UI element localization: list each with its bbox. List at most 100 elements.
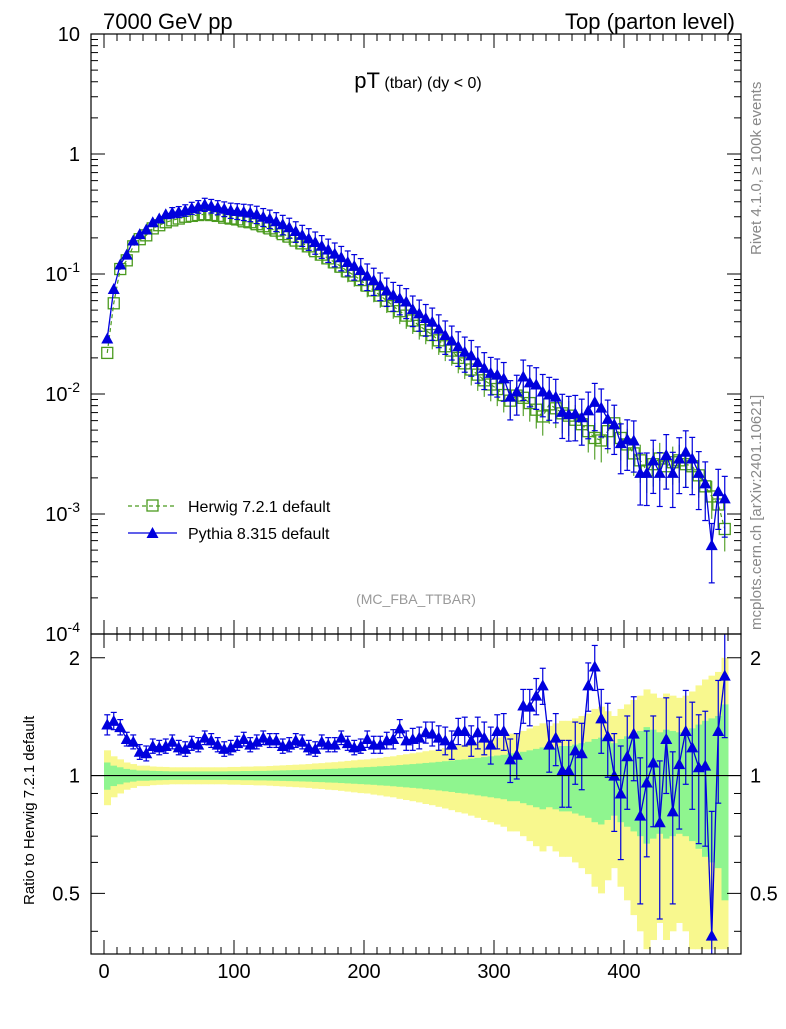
- pythia-point: [270, 215, 283, 227]
- pythia-point: [452, 340, 465, 352]
- ratio-point: [426, 727, 439, 739]
- pythia-point: [679, 445, 692, 457]
- ratio-band-green: [487, 756, 495, 798]
- pythia-point: [107, 282, 120, 294]
- ratio-y-tick-label-right: 2: [750, 648, 761, 670]
- ratio-point: [374, 738, 387, 750]
- pythia-point: [361, 269, 374, 281]
- pythia-point: [595, 401, 608, 413]
- pythia-point: [263, 212, 276, 224]
- ratio-point: [686, 741, 699, 753]
- pythia-point: [439, 329, 452, 341]
- ratio-point: [458, 724, 471, 736]
- ratio-point: [439, 734, 452, 746]
- ratio-point: [192, 738, 205, 750]
- ratio-point: [179, 742, 192, 754]
- pythia-point: [393, 292, 406, 304]
- ratio-plot-frame: [90, 633, 742, 955]
- ratio-point: [354, 740, 367, 751]
- ratio-point: [114, 721, 127, 733]
- plot-title-main: pT: [354, 68, 380, 93]
- ratio-band-green: [435, 761, 443, 791]
- ratio-y-tick-label: 1: [69, 766, 80, 788]
- x-tick-label: 0: [98, 961, 109, 983]
- pythia-point: [504, 390, 517, 402]
- pythia-point: [133, 228, 146, 240]
- pythia-point: [146, 216, 159, 228]
- pythia-point: [250, 208, 263, 220]
- pythia-point: [718, 492, 731, 504]
- ratio-point: [198, 731, 211, 743]
- ratio-point: [679, 724, 692, 736]
- ratio-point: [705, 929, 718, 941]
- plot-title: pT (tbar) (dy < 0): [354, 68, 482, 93]
- pythia-point: [543, 388, 556, 400]
- ratio-y-tick-labels: 0.5 0.5 1 1 2 2: [52, 648, 778, 906]
- pythia-point: [458, 345, 471, 357]
- pythia-point: [660, 449, 673, 461]
- ratio-point: [244, 738, 257, 750]
- pythia-point: [465, 349, 478, 361]
- pythia-point: [530, 378, 543, 390]
- ratio-point: [315, 735, 328, 747]
- ratio-point: [595, 712, 608, 724]
- header-left-label: 7000 GeV pp: [103, 9, 233, 34]
- pythia-point: [497, 372, 510, 384]
- ratio-point: [205, 734, 218, 746]
- pythia-point: [140, 223, 153, 235]
- legend-pythia-entry: Pythia 8.315 default: [128, 526, 330, 543]
- ratio-band-green: [630, 733, 638, 832]
- pythia-point: [517, 370, 530, 382]
- pythia-point: [510, 385, 523, 397]
- ratio-point: [465, 734, 478, 746]
- pythia-point: [699, 477, 712, 489]
- pythia-point: [705, 539, 718, 551]
- ratio-point: [582, 679, 595, 691]
- ratio-band-green: [604, 740, 612, 820]
- main-axis-ticks: [91, 33, 741, 954]
- ratio-point: [127, 735, 140, 747]
- pythia-point: [432, 322, 445, 334]
- ratio-band-green: [474, 757, 482, 796]
- ratio-point: [504, 753, 517, 765]
- ratio-point: [335, 731, 348, 743]
- pythia-point: [153, 212, 166, 224]
- ratio-point: [140, 747, 153, 759]
- ratio-band-green: [591, 739, 599, 823]
- ratio-band-green: [500, 754, 508, 800]
- ratio-point: [562, 764, 575, 776]
- pythia-point: [400, 295, 413, 307]
- main-y-tick-label: 1: [69, 144, 80, 166]
- ratio-point: [718, 669, 731, 681]
- ratio-point: [549, 731, 562, 743]
- analysis-watermark: (MC_FBA_TTBAR): [356, 591, 476, 607]
- pythia-point: [127, 234, 140, 246]
- pythia-point: [374, 278, 387, 290]
- ratio-band-green: [533, 748, 540, 808]
- pythia-point: [328, 247, 341, 259]
- pythia-point: [712, 485, 725, 497]
- ratio-band-green: [461, 759, 469, 794]
- pythia-point: [686, 452, 699, 464]
- plot-title-sub: (tbar) (dy < 0): [380, 75, 482, 92]
- ratio-point: [224, 741, 237, 753]
- pythia-point: [114, 258, 127, 270]
- ratio-point: [601, 730, 614, 742]
- pythia-point: [601, 412, 614, 424]
- ratio-point: [211, 738, 224, 750]
- ratio-point: [634, 809, 647, 821]
- x-tick-labels: 0 100 200 300 400: [98, 961, 640, 983]
- ratio-point: [621, 750, 634, 762]
- ratio-band-green: [520, 751, 527, 804]
- ratio-point: [445, 738, 458, 750]
- pythia-point: [335, 251, 348, 263]
- pythia-point: [380, 284, 393, 296]
- ratio-band-green: [455, 759, 462, 793]
- pythia-point: [101, 332, 114, 344]
- main-y-tick-label: 10-1: [45, 259, 80, 286]
- herwig-point: [107, 297, 120, 310]
- pythia-point: [569, 407, 582, 419]
- ratio-point: [296, 735, 309, 747]
